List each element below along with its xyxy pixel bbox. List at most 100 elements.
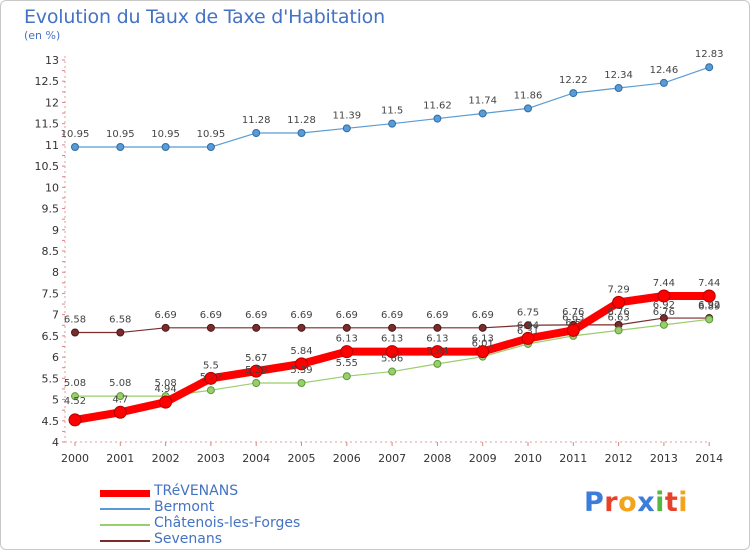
data-label-bermont: 11.86 bbox=[514, 90, 543, 101]
data-point-bermont bbox=[71, 143, 79, 152]
x-tick-label: 2003 bbox=[197, 452, 225, 465]
data-point-sevenans bbox=[71, 328, 79, 337]
data-point-chatenois-les-forges bbox=[116, 392, 125, 401]
logo-letter: i bbox=[678, 487, 689, 518]
data-point-bermont bbox=[614, 84, 623, 93]
y-tick-label: 13 bbox=[45, 54, 59, 67]
data-point-trevenans bbox=[68, 413, 82, 427]
data-point-bermont bbox=[659, 78, 668, 87]
legend-swatch bbox=[100, 540, 150, 542]
data-label-chatenois-les-forges: 6.5 bbox=[565, 318, 581, 329]
data-point-bermont bbox=[524, 104, 532, 113]
data-label-sevenans: 6.92 bbox=[653, 300, 675, 311]
data-point-sevenans bbox=[206, 323, 215, 332]
data-label-bermont: 11.62 bbox=[423, 101, 452, 112]
data-point-bermont bbox=[433, 114, 442, 123]
data-label-trevenans: 4.7 bbox=[112, 394, 128, 405]
y-tick-label: 6 bbox=[52, 351, 59, 364]
data-label-chatenois-les-forges: 5.08 bbox=[64, 378, 86, 389]
y-tick-label: 5 bbox=[52, 394, 59, 407]
data-label-trevenans: 5.67 bbox=[245, 353, 267, 364]
data-label-chatenois-les-forges: 5.39 bbox=[290, 365, 312, 376]
data-label-bermont: 10.95 bbox=[151, 129, 180, 140]
data-point-bermont bbox=[161, 143, 170, 152]
data-point-sevenans bbox=[388, 323, 397, 332]
data-point-chatenois-les-forges bbox=[433, 359, 442, 368]
data-point-trevenans bbox=[657, 289, 671, 303]
data-label-trevenans: 6.13 bbox=[381, 334, 403, 345]
data-label-trevenans: 5.5 bbox=[203, 360, 219, 371]
y-tick-label: 8 bbox=[52, 266, 59, 279]
legend-swatch bbox=[100, 508, 150, 510]
legend-swatch bbox=[100, 489, 150, 497]
y-tick-label: 8.5 bbox=[42, 245, 60, 258]
data-point-bermont bbox=[569, 89, 578, 98]
data-label-bermont: 12.83 bbox=[695, 49, 724, 60]
data-label-trevenans: 7.29 bbox=[607, 284, 629, 295]
logo-letter: r bbox=[604, 487, 619, 518]
data-point-chatenois-les-forges bbox=[71, 392, 79, 401]
data-label-chatenois-les-forges: 6.01 bbox=[472, 339, 494, 350]
x-tick-label: 2012 bbox=[605, 452, 633, 465]
data-point-trevenans bbox=[113, 405, 127, 419]
data-point-trevenans bbox=[702, 289, 716, 303]
data-point-chatenois-les-forges bbox=[388, 367, 397, 376]
data-label-chatenois-les-forges: 6.89 bbox=[698, 301, 720, 312]
x-tick-label: 2006 bbox=[333, 452, 361, 465]
data-point-trevenans bbox=[295, 357, 308, 371]
y-tick-label: 12 bbox=[45, 96, 59, 109]
logo-letter: o bbox=[618, 487, 638, 518]
data-label-sevenans: 6.92 bbox=[698, 300, 720, 311]
data-label-bermont: 12.34 bbox=[604, 70, 633, 81]
data-point-chatenois-les-forges bbox=[705, 315, 714, 324]
data-point-bermont bbox=[116, 143, 125, 152]
legend-label: Bermont bbox=[154, 499, 215, 515]
y-tick-label: 11 bbox=[45, 139, 59, 152]
x-tick-label: 2001 bbox=[106, 452, 134, 465]
data-point-chatenois-les-forges bbox=[342, 372, 351, 381]
data-point-trevenans bbox=[476, 345, 490, 359]
y-tick-label: 9 bbox=[52, 224, 59, 237]
y-tick-label: 7 bbox=[52, 309, 59, 322]
y-tick-label: 12.5 bbox=[35, 75, 60, 88]
x-tick-label: 2008 bbox=[423, 452, 451, 465]
x-tick-label: 2005 bbox=[288, 452, 316, 465]
data-label-trevenans: 5.84 bbox=[290, 346, 312, 357]
legend-label: Sevenans bbox=[154, 531, 223, 547]
data-point-sevenans bbox=[342, 323, 351, 332]
data-label-sevenans: 6.58 bbox=[109, 314, 131, 325]
x-tick-label: 2000 bbox=[61, 452, 89, 465]
data-label-sevenans: 6.69 bbox=[200, 310, 222, 321]
data-point-sevenans bbox=[161, 323, 170, 332]
x-tick-label: 2010 bbox=[514, 452, 542, 465]
x-tick-label: 2013 bbox=[650, 452, 678, 465]
data-label-bermont: 10.95 bbox=[106, 129, 135, 140]
data-point-bermont bbox=[297, 129, 306, 138]
data-label-bermont: 12.46 bbox=[650, 65, 679, 76]
data-label-bermont: 11.74 bbox=[468, 95, 497, 106]
legend-label: TRéVENANS bbox=[154, 483, 239, 499]
data-label-sevenans: 6.69 bbox=[426, 310, 448, 321]
proxiti-logo: Proxiti bbox=[584, 487, 688, 518]
y-tick-label: 11.5 bbox=[35, 118, 60, 131]
data-label-trevenans: 7.44 bbox=[653, 278, 675, 289]
data-label-sevenans: 6.69 bbox=[154, 310, 176, 321]
data-point-sevenans bbox=[297, 323, 306, 332]
data-point-trevenans bbox=[521, 331, 535, 345]
x-tick-label: 2009 bbox=[469, 452, 497, 465]
data-label-sevenans: 6.76 bbox=[562, 307, 584, 318]
x-tick-label: 2007 bbox=[378, 452, 406, 465]
data-point-chatenois-les-forges bbox=[206, 386, 215, 395]
y-tick-label: 4 bbox=[52, 436, 59, 449]
data-label-chatenois-les-forges: 5.22 bbox=[200, 372, 222, 383]
data-label-sevenans: 6.76 bbox=[607, 307, 629, 318]
data-point-bermont bbox=[478, 109, 487, 118]
data-label-chatenois-les-forges: 5.08 bbox=[109, 378, 131, 389]
data-point-sevenans bbox=[478, 323, 487, 332]
data-label-trevenans: 7.44 bbox=[698, 278, 720, 289]
y-tick-label: 4.5 bbox=[42, 415, 60, 428]
data-label-sevenans: 6.58 bbox=[64, 314, 86, 325]
data-point-bermont bbox=[342, 124, 351, 133]
data-point-trevenans bbox=[385, 345, 399, 359]
data-point-sevenans bbox=[252, 323, 261, 332]
